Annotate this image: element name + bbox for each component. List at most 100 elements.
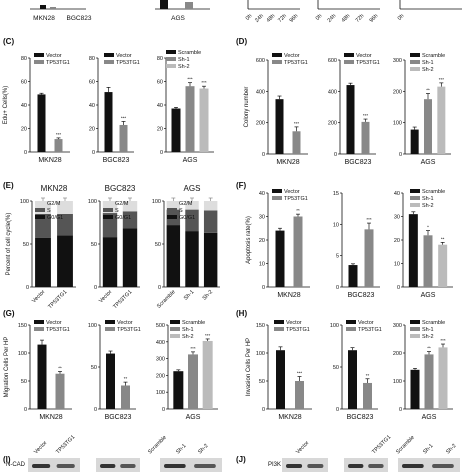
y-tick-label: 100 [88, 323, 97, 329]
blot-lane-label: Scramble [395, 435, 416, 456]
legend-label: TP53TG1 [284, 196, 308, 202]
blot-band [348, 464, 364, 468]
bar [410, 369, 420, 409]
y-tick-label: 60 [89, 80, 95, 86]
legend-label: Vector [358, 320, 374, 326]
legend-label: Vector [356, 53, 372, 59]
legend-label: Sh-2 [422, 203, 434, 209]
bar [55, 373, 65, 409]
x-axis-label: BGC823 [105, 414, 132, 421]
legend-swatch [410, 196, 420, 200]
significance-label: *** [439, 77, 445, 82]
y-tick-label: 20 [157, 127, 163, 133]
legend-label: Sh-2 [182, 334, 194, 340]
y-axis-label: Invasion Cells Per HP [246, 338, 252, 396]
y-tick-label: 30 [259, 215, 265, 221]
blot-lane-label: Sh-2 [197, 443, 209, 455]
blot-lane-label: Sh-1 [422, 443, 434, 455]
y-tick-label: 30 [394, 215, 400, 221]
legend-label: Scramble [422, 320, 445, 326]
significance-label: *** [205, 333, 211, 338]
legend-label: Vector [46, 320, 62, 326]
legend-label: S [115, 208, 119, 214]
significance-label: ** [58, 365, 62, 370]
legend-swatch [410, 203, 420, 207]
y-tick-label: 80 [21, 56, 27, 62]
significance-label: *** [440, 338, 446, 343]
y-tick-label: 100 [152, 199, 161, 205]
legend-swatch [35, 208, 45, 212]
bar [408, 214, 418, 287]
x-axis-label: MKN28 [38, 157, 61, 164]
significance-label: * [427, 225, 429, 230]
y-tick-label: 50 [91, 365, 97, 371]
significance-label: *** [121, 115, 127, 120]
panel-letter: (H) [236, 309, 247, 318]
chart-title: BGC823 [105, 184, 136, 193]
y-tick-label: 0 [262, 152, 265, 158]
blot-band [432, 464, 454, 468]
legend-label: TP53TG1 [46, 60, 70, 66]
y-tick-label: 100 [330, 323, 339, 329]
stacked-bar-segment [122, 211, 138, 229]
blot-strip [28, 458, 80, 472]
top-strip-tick: 24h [254, 13, 265, 24]
y-tick-label: 50 [155, 242, 161, 248]
bar [54, 139, 63, 152]
significance-label: *** [187, 77, 193, 82]
legend-swatch [272, 53, 282, 57]
top-strip-tick: 0h [397, 13, 406, 22]
legend-label: Scramble [422, 189, 445, 195]
blot-band [32, 464, 51, 468]
x-axis-label: MKN28 [277, 292, 300, 299]
y-tick-label: 0 [94, 407, 97, 413]
bar [171, 108, 181, 152]
y-tick-label: 0 [92, 150, 95, 156]
y-tick-label: 400 [328, 89, 337, 95]
top-strip-tick: 0h [315, 13, 324, 22]
x-tick-label: TP53TG1 [112, 289, 133, 310]
y-axis-label: Edu+ Cells(%) [3, 86, 9, 125]
legend-label: Sh-1 [182, 327, 194, 333]
legend-swatch [166, 50, 176, 54]
y-tick-label: 5 [336, 254, 339, 260]
legend-swatch [272, 189, 282, 193]
significance-label: ** [296, 208, 300, 213]
y-tick-label: 20 [21, 127, 27, 133]
legend-swatch [105, 320, 115, 324]
legend-swatch [166, 64, 176, 68]
legend-swatch [105, 327, 115, 331]
y-tick-label: 500 [156, 323, 165, 329]
blot-strip [398, 458, 460, 472]
y-tick-label: 0 [162, 407, 165, 413]
legend-label: TP53TG1 [284, 60, 308, 66]
top-strip-bar [160, 0, 168, 9]
y-tick-label: 10 [394, 262, 400, 268]
legend-label: Vector [286, 320, 302, 326]
stacked-bar-segment [203, 232, 218, 287]
legend-label: Scramble [178, 50, 201, 56]
panel-letter: (C) [3, 37, 14, 46]
blot-strip [282, 458, 328, 472]
stacked-bar-segment [122, 228, 138, 287]
legend-label: Sh-1 [422, 327, 434, 333]
legend-swatch [272, 60, 282, 64]
y-tick-label: 0 [158, 285, 161, 291]
legend-label: G2/M [115, 201, 129, 207]
legend-label: TP53TG1 [286, 327, 310, 333]
top-strip-label: MKN28 [33, 15, 55, 22]
blot-protein-label: PI3K [268, 462, 281, 468]
y-tick-label: 100 [256, 351, 265, 357]
significance-label: *** [366, 217, 372, 222]
bar [348, 265, 358, 287]
legend-swatch [344, 60, 354, 64]
significance-label: ** [426, 88, 430, 93]
legend-swatch [410, 60, 420, 64]
legend-label: Sh-2 [178, 64, 190, 70]
y-tick-label: 50 [259, 379, 265, 385]
legend-swatch [344, 53, 354, 57]
y-tick-label: 0 [397, 285, 400, 291]
legend-label: TP53TG1 [116, 60, 140, 66]
x-tick-label: Vector [98, 289, 113, 304]
top-strip-tick: 96h [289, 13, 300, 24]
